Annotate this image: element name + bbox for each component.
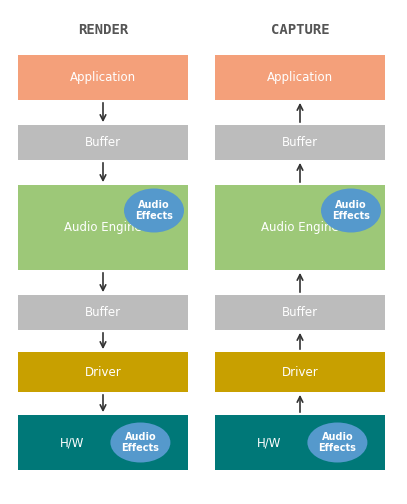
Text: CAPTURE: CAPTURE bbox=[271, 23, 329, 37]
Ellipse shape bbox=[110, 422, 171, 463]
Text: Application: Application bbox=[70, 71, 136, 84]
Text: Buffer: Buffer bbox=[282, 136, 318, 149]
Text: Audio
Effects: Audio Effects bbox=[135, 200, 173, 221]
Bar bbox=[18, 415, 188, 470]
Ellipse shape bbox=[321, 188, 381, 232]
Bar bbox=[215, 295, 385, 330]
Text: RENDER: RENDER bbox=[78, 23, 128, 37]
Text: Audio Engine: Audio Engine bbox=[261, 221, 339, 234]
Ellipse shape bbox=[307, 422, 368, 463]
Bar bbox=[18, 352, 188, 392]
Bar bbox=[18, 55, 188, 100]
Bar bbox=[18, 295, 188, 330]
Text: H/W: H/W bbox=[60, 436, 85, 449]
Bar bbox=[215, 125, 385, 160]
Bar bbox=[215, 55, 385, 100]
Bar bbox=[18, 125, 188, 160]
Bar bbox=[215, 415, 385, 470]
Text: Application: Application bbox=[267, 71, 333, 84]
Ellipse shape bbox=[124, 188, 184, 232]
Text: Audio
Effects: Audio Effects bbox=[121, 432, 159, 453]
Text: Buffer: Buffer bbox=[85, 306, 121, 319]
Text: Driver: Driver bbox=[85, 365, 121, 379]
Text: Audio
Effects: Audio Effects bbox=[318, 432, 357, 453]
Text: Buffer: Buffer bbox=[282, 306, 318, 319]
Text: Audio Engine: Audio Engine bbox=[64, 221, 142, 234]
Text: H/W: H/W bbox=[257, 436, 282, 449]
Text: Driver: Driver bbox=[282, 365, 318, 379]
Bar bbox=[18, 185, 188, 270]
Bar bbox=[215, 352, 385, 392]
Text: Audio
Effects: Audio Effects bbox=[332, 200, 370, 221]
Text: Buffer: Buffer bbox=[85, 136, 121, 149]
Bar bbox=[215, 185, 385, 270]
